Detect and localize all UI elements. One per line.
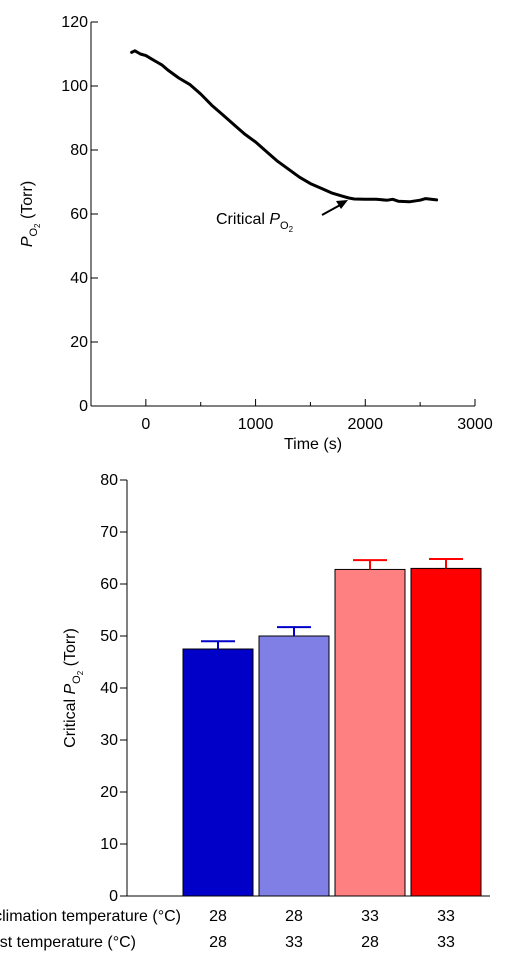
y-tick-label: 70 xyxy=(100,524,118,541)
y-axis-label-suffix: (Torr) xyxy=(19,181,36,224)
bar xyxy=(182,648,254,897)
test-temperature-value: 33 xyxy=(285,934,303,951)
test-temperature-value: 28 xyxy=(361,934,379,951)
y-tick-label: 100 xyxy=(61,78,88,95)
temperature-row-values: 28 28 33 33 28 33 28 33 xyxy=(209,908,455,951)
x-tick-label: 2000 xyxy=(347,416,383,433)
y-tick-label: 60 xyxy=(70,206,88,223)
y-tick-label: 0 xyxy=(109,888,118,905)
y-axis-label-subsub: 2 xyxy=(33,223,42,228)
test-temperature-value: 33 xyxy=(437,934,455,951)
y-tick-label: 20 xyxy=(100,784,118,801)
bar xyxy=(334,568,406,897)
annotation-text: Critical xyxy=(216,211,269,228)
annotation-arrow-head xyxy=(336,200,348,209)
x-tick-label: 0 xyxy=(141,416,150,433)
acclimation-temperature-value: 33 xyxy=(361,908,379,925)
y-axis-label-text: Critical xyxy=(62,695,79,748)
y-tick-label: 10 xyxy=(100,836,118,853)
x-tick-group: 0 1000 2000 3000 xyxy=(141,399,493,433)
acclimation-temperature-value: 28 xyxy=(285,908,303,925)
y-tick-label: 80 xyxy=(100,472,118,489)
po2-series-line xyxy=(130,49,439,204)
test-temperature-label: Test temperature (°C) xyxy=(0,934,136,951)
test-temperature-value: 28 xyxy=(209,934,227,951)
y-tick-label: 20 xyxy=(70,334,88,351)
y-axis-label-subsub: 2 xyxy=(76,670,85,675)
annotation-sub: O xyxy=(280,220,289,232)
y-tick-label: 40 xyxy=(70,270,88,287)
y-axis-label-sub: O xyxy=(28,228,40,237)
acclimation-temperature-value: 33 xyxy=(437,908,455,925)
annotation-arrow-shaft xyxy=(321,203,343,216)
y-axis-label: PO2 (Torr) xyxy=(19,181,42,247)
y-axis-label-suffix: (Torr) xyxy=(62,628,79,671)
y-tick-label: 80 xyxy=(70,142,88,159)
y-tick-label: 120 xyxy=(61,14,88,31)
annotation-subsub: 2 xyxy=(289,225,294,234)
y-tick-label: 40 xyxy=(100,680,118,697)
y-tick-label: 60 xyxy=(100,576,118,593)
y-axis-label-main: P xyxy=(62,684,79,695)
x-tick-label: 3000 xyxy=(457,416,493,433)
y-tick-group: 0 20 40 60 80 100 120 xyxy=(61,14,98,415)
x-tick-label: 1000 xyxy=(238,416,274,433)
annotation-main: P xyxy=(269,211,280,228)
critical-po2-bar-chart: 0 10 20 30 40 50 60 70 80 Critical PO2 (Torr) Ac… xyxy=(0,472,490,951)
critical-po2-annotation: Critical PO2 xyxy=(216,211,294,234)
y-axis-label-sub: O xyxy=(71,675,83,684)
y-tick-label: 30 xyxy=(100,732,118,749)
acclimation-temperature-label: Acclimation temperature (°C) xyxy=(0,908,181,925)
y-axis-label: Critical PO2 (Torr) xyxy=(62,628,85,748)
po2-time-chart: 0 20 40 60 80 100 120 0 1000 2000 3000 Time (s) P… xyxy=(19,14,493,453)
bar xyxy=(258,635,330,897)
y-tick-group: 0 10 20 30 40 50 60 70 80 xyxy=(100,472,127,905)
acclimation-temperature-value: 28 xyxy=(209,908,227,925)
y-tick-label: 50 xyxy=(100,628,118,645)
bar xyxy=(410,567,482,897)
y-tick-label: 0 xyxy=(79,398,88,415)
y-axis-label-main: P xyxy=(19,236,36,247)
x-axis-label: Time (s) xyxy=(284,436,342,453)
bar-group xyxy=(182,558,482,897)
